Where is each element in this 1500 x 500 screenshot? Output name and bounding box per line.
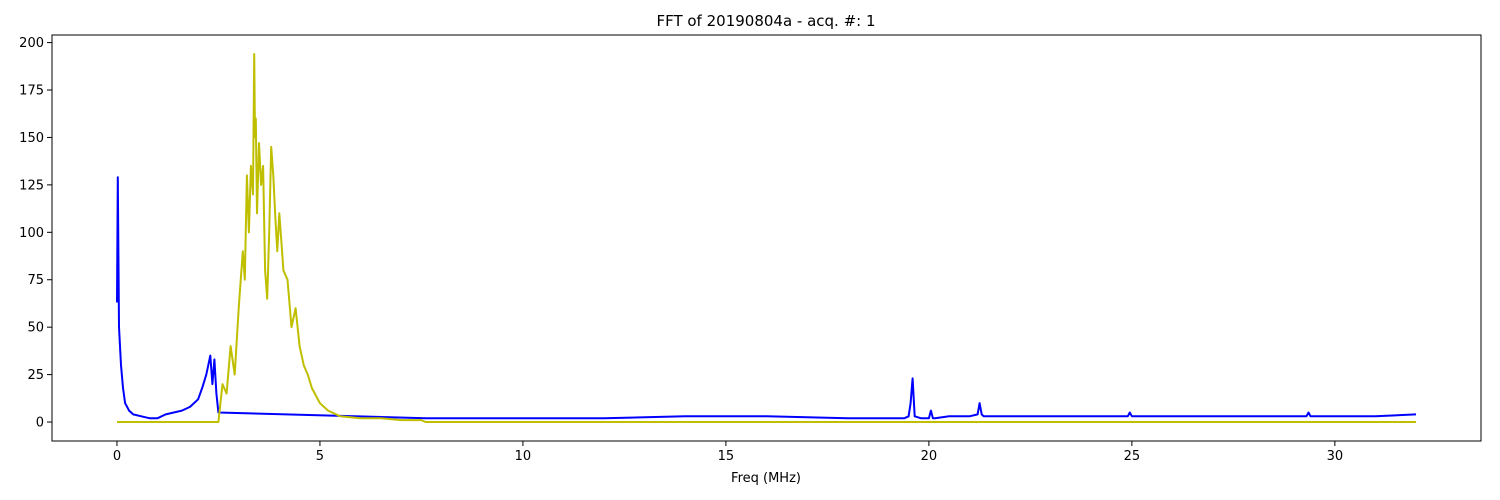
series-line-2: [117, 53, 1416, 423]
y-axis: 0 25 50 75 100 125 150 175 200: [19, 36, 52, 431]
x-tick-label: 15: [718, 449, 735, 464]
y-tick-label: 100: [19, 226, 44, 241]
x-tick-label: 0: [113, 449, 121, 464]
y-tick-label: 175: [19, 84, 44, 99]
x-tick-label: 10: [515, 449, 532, 464]
y-tick-label: 75: [27, 273, 44, 288]
y-tick-label: 25: [27, 368, 44, 383]
x-tick-label: 25: [1124, 449, 1141, 464]
x-tick-label: 20: [921, 449, 938, 464]
series-layer: [116, 53, 1417, 423]
series-line-1: [116, 176, 1417, 420]
x-axis-label: Freq (MHz): [731, 471, 801, 486]
y-tick-label: 150: [19, 131, 44, 146]
y-tick-label: 200: [19, 36, 44, 51]
y-tick-label: 0: [36, 416, 44, 431]
y-tick-label: 50: [27, 321, 44, 336]
x-tick-label: 30: [1327, 449, 1344, 464]
x-axis: 0 5 10 15 20 25 30: [113, 441, 1343, 464]
y-tick-label: 125: [19, 178, 44, 193]
chart-title: FFT of 20190804a - acq. #: 1: [656, 12, 875, 30]
x-tick-label: 5: [316, 449, 324, 464]
plot-area: [51, 34, 1482, 442]
